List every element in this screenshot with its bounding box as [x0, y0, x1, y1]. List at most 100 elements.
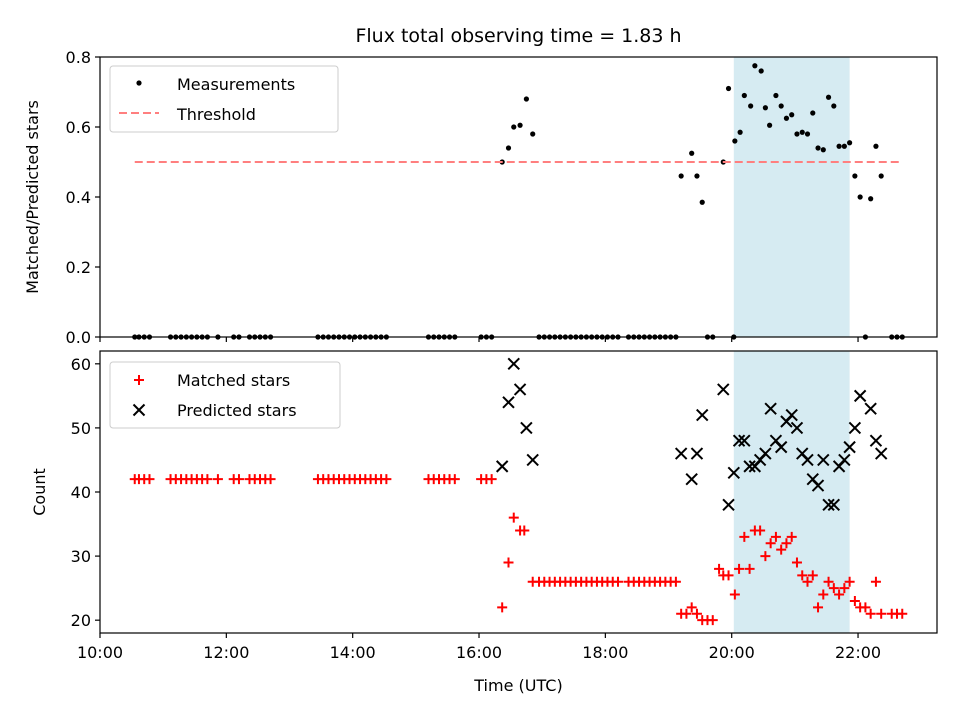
matched-stars-point — [865, 608, 876, 619]
matched-stars-point — [755, 525, 766, 536]
legend-bottom: Matched stars Predicted stars — [109, 361, 341, 429]
matched-stars-point — [765, 538, 776, 549]
measurement-point — [852, 173, 858, 179]
predicted-stars-point — [674, 447, 688, 460]
predicted-stars-point — [848, 421, 862, 435]
predicted-stars-point — [864, 402, 877, 415]
predicted-stars-point — [722, 498, 735, 512]
x-tick-label: 12:00 — [203, 643, 249, 662]
legend-label-predicted-stars: Predicted stars — [177, 401, 297, 420]
y-tick-label: 0.8 — [66, 48, 91, 67]
matched-stars-point — [233, 474, 244, 485]
y-tick-label: 50 — [71, 419, 91, 438]
measurement-point — [799, 129, 805, 135]
matched-stars-point — [834, 589, 845, 600]
legend-label-threshold: Threshold — [176, 105, 256, 124]
matched-stars-point — [870, 576, 881, 587]
predicted-stars-point — [727, 466, 741, 479]
matched-stars-point — [776, 544, 787, 555]
chart-title: Flux total observing time = 1.83 h — [355, 25, 681, 47]
y-tick-label: 20 — [71, 611, 91, 630]
observing-window-span-top — [733, 57, 850, 337]
matched-stars-point — [714, 563, 725, 574]
predicted-stars-point — [502, 396, 515, 409]
y-tick-label: 0.2 — [66, 258, 91, 277]
matched-stars-point — [723, 570, 734, 581]
measurement-point — [815, 145, 821, 151]
matched-stars-point — [807, 570, 818, 581]
predicted-stars-point — [853, 389, 867, 403]
measurement-point — [810, 110, 816, 116]
matched-stars-point — [739, 531, 750, 542]
matched-stars-point — [508, 512, 519, 523]
matched-stars-point — [449, 474, 460, 485]
matched-stars-point — [686, 602, 697, 613]
predicted-stars-point — [843, 440, 856, 454]
measurement-point — [511, 124, 517, 130]
predicted-stars-point — [827, 498, 841, 512]
measurement-point — [678, 173, 684, 179]
predicted-stars-point — [874, 447, 888, 460]
matched-stars-point — [818, 589, 829, 600]
y-tick-label: 30 — [71, 547, 91, 566]
y-tick-label: 0.6 — [66, 118, 91, 137]
measurement-point — [699, 199, 705, 205]
measurement-point — [530, 131, 536, 137]
predicted-stars-point — [817, 453, 830, 467]
predicted-stars-point — [785, 408, 798, 422]
matched-stars-point — [791, 557, 802, 568]
legend-label-matched-stars: Matched stars — [177, 371, 290, 390]
predicted-stars-point — [764, 402, 777, 415]
x-tick-label: 20:00 — [709, 643, 755, 662]
matched-stars-point — [212, 474, 223, 485]
predicted-stars-point — [822, 498, 835, 512]
measurement-point — [878, 173, 884, 179]
legend-label-measurements: Measurements — [177, 75, 295, 94]
predicted-stars-point — [790, 421, 804, 435]
predicted-stars-point — [869, 434, 883, 447]
measurement-point — [523, 96, 529, 102]
matched-stars-point — [691, 608, 702, 619]
x-tick-label: 14:00 — [330, 643, 376, 662]
measurement-point — [831, 103, 837, 109]
predicted-stars-point — [495, 460, 509, 473]
predicted-stars-point — [838, 453, 851, 467]
predicted-stars-point — [696, 408, 709, 422]
measurement-point — [762, 105, 768, 111]
legend-top: Measurements Threshold — [109, 65, 339, 133]
matched-stars-point — [760, 551, 771, 562]
matched-stars-point — [497, 602, 508, 613]
matched-stars-point — [381, 474, 392, 485]
counts-panel: 20 30 40 50 60 10:00 12:00 14:00 16:00 18:00 20:0… — [30, 350, 938, 695]
matched-stars-point — [670, 576, 681, 587]
measurement-point — [868, 196, 874, 202]
predicted-stars-point — [685, 472, 698, 486]
predicted-stars-point — [801, 453, 814, 467]
matched-stars-point — [781, 538, 792, 549]
legend-marker-predicted-stars — [132, 403, 146, 417]
matched-stars-point — [612, 576, 623, 587]
y-axis-label-ratio: Matched/Predicted stars — [23, 100, 42, 294]
predicted-stars-point — [743, 460, 756, 473]
measurement-point — [836, 143, 842, 149]
matched-stars-point — [503, 557, 514, 568]
matched-stars-point — [744, 563, 755, 574]
predicted-stars-point — [513, 383, 527, 396]
predicted-stars-point — [759, 447, 772, 460]
y-tick-label: 60 — [71, 355, 91, 374]
measurement-point — [820, 147, 826, 153]
measurement-point — [725, 85, 732, 92]
matched-stars-point — [860, 602, 871, 613]
measurement-point — [778, 103, 784, 109]
measurement-point — [732, 138, 738, 144]
matched-stars-point — [486, 474, 497, 485]
matched-stars-point — [823, 576, 834, 587]
predicted-stars-point — [690, 447, 704, 460]
matched-stars-point — [519, 525, 530, 536]
predicted-stars-point — [520, 421, 533, 435]
measurement-point — [773, 92, 779, 99]
measurement-point — [689, 150, 695, 156]
matched-stars-point — [844, 576, 855, 587]
predicted-stars-point — [732, 434, 746, 447]
